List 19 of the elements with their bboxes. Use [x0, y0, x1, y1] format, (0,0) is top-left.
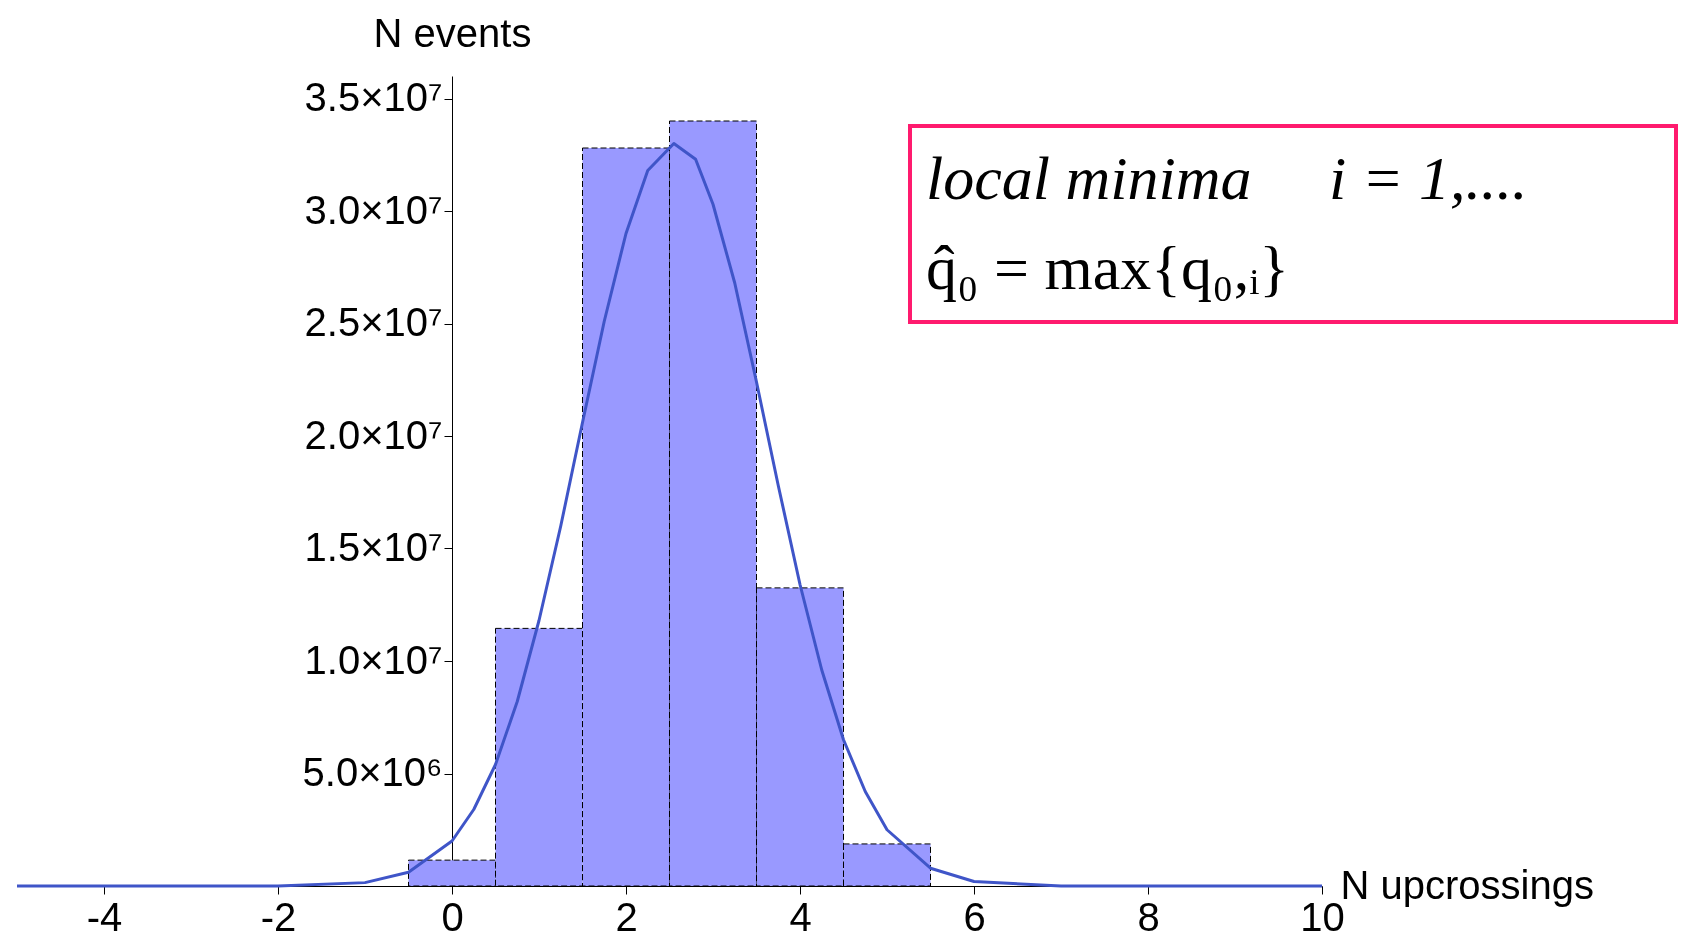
y-tick-label: 2.0×10⁷ — [304, 412, 443, 457]
y-tick-label: 1.0×10⁷ — [304, 637, 443, 682]
text-box: local minima i = 1,.... q̂₀ = max{q₀,ᵢ} — [908, 124, 1678, 324]
y-tick-label: 5.0×10⁶ — [302, 750, 443, 794]
y-tick-label: 3.5×10⁷ — [304, 75, 443, 119]
x-tick-label: -2 — [260, 894, 297, 939]
y-tick-label: 1.5×10⁷ — [304, 525, 443, 569]
x-tick-label: 2 — [615, 894, 638, 939]
x-tick-label: 6 — [963, 894, 986, 939]
annotation: q̂₀ = max{q₀,ᵢ} — [926, 232, 1291, 304]
annotation: local minima i = 1,.... — [926, 143, 1529, 214]
x-tick-label: 8 — [1137, 894, 1160, 939]
y-tick-label: 2.5×10⁷ — [304, 300, 443, 344]
y-tick-label: 3.0×10⁷ — [304, 187, 443, 232]
x-tick-label: 0 — [441, 894, 464, 939]
x-tick-label: 4 — [789, 894, 812, 939]
y-axis-title: N events — [373, 10, 532, 55]
x-axis-title: N upcrossings — [1340, 862, 1594, 907]
x-tick-label: -4 — [86, 894, 123, 939]
